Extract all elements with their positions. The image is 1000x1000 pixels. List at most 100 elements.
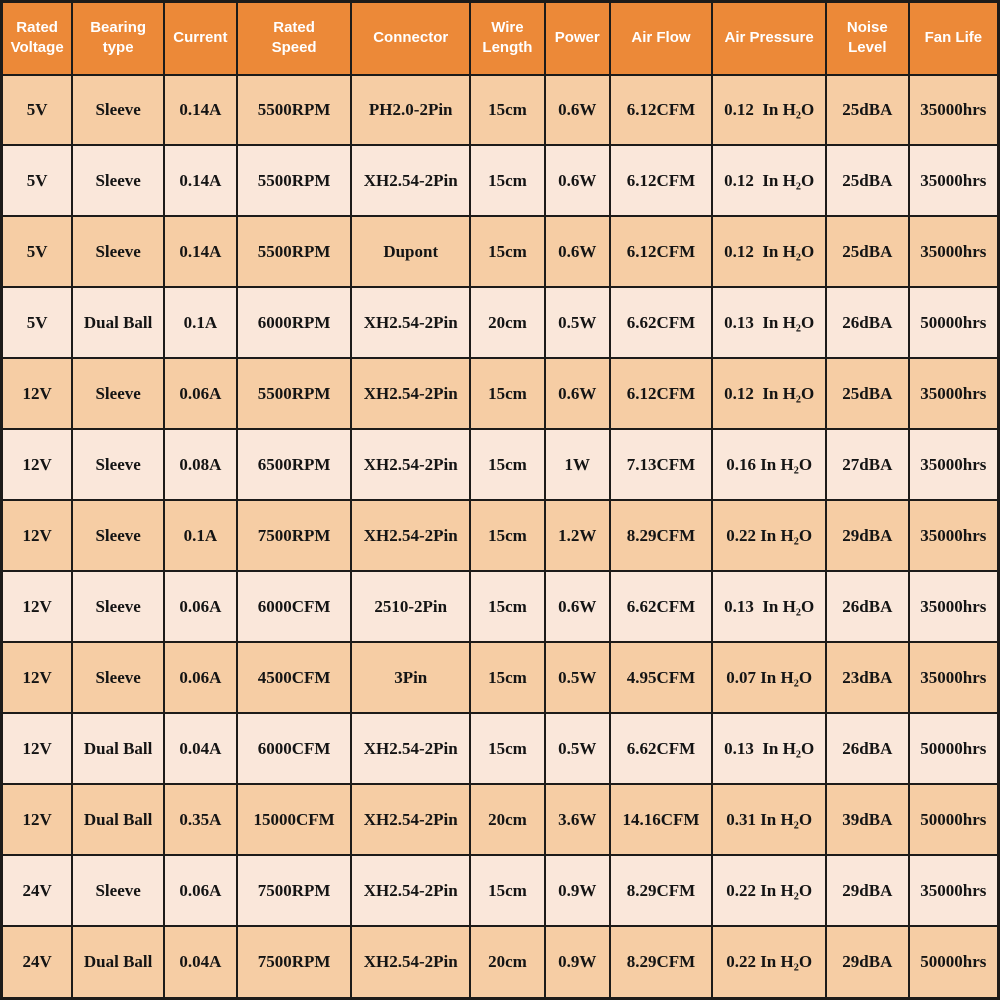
cell-current: 0.14A — [163, 73, 238, 147]
cell-rated-speed: 5500RPM — [235, 215, 353, 289]
cell-power: 0.6W — [543, 144, 611, 218]
cell-air-pressure: 0.07 In H₂O — [711, 641, 827, 715]
column-header-power: Power — [543, 0, 611, 76]
cell-noise-level: 29dBA — [824, 854, 910, 928]
cell-noise-level: 25dBA — [824, 215, 910, 289]
cell-wire-length: 15cm — [469, 712, 546, 786]
cell-rated-speed: 7500RPM — [235, 499, 353, 573]
cell-rated-voltage: 24V — [0, 854, 74, 928]
column-header-rated-voltage: Rated Voltage — [0, 0, 74, 76]
cell-rated-speed: 6000RPM — [235, 286, 353, 360]
cell-bearing-type: Sleeve — [71, 73, 165, 147]
cell-bearing-type: Dual Ball — [71, 712, 165, 786]
cell-rated-speed: 5500RPM — [235, 144, 353, 218]
cell-air-pressure: 0.12 In H₂O — [711, 357, 827, 431]
cell-wire-length: 15cm — [469, 428, 546, 502]
cell-noise-level: 29dBA — [824, 925, 910, 1000]
cell-noise-level: 25dBA — [824, 144, 910, 218]
cell-air-flow: 6.12CFM — [608, 215, 714, 289]
table-row: 12V Sleeve 0.06A 5500RPM XH2.54-2Pin 15cm 0.6W… — [0, 357, 1000, 431]
cell-air-pressure: 0.13 In H₂O — [711, 286, 827, 360]
cell-fan-life: 50000hrs — [907, 783, 1000, 857]
cell-power: 0.9W — [543, 854, 611, 928]
cell-air-pressure: 0.31 In H₂O — [711, 783, 827, 857]
column-header-noise-level: Noise Level — [824, 0, 910, 76]
cell-air-flow: 7.13CFM — [608, 428, 714, 502]
cell-fan-life: 50000hrs — [907, 712, 1000, 786]
cell-connector: XH2.54-2Pin — [350, 783, 472, 857]
cell-noise-level: 26dBA — [824, 286, 910, 360]
cell-bearing-type: Sleeve — [71, 641, 165, 715]
table-row: 12V Sleeve 0.1A 7500RPM XH2.54-2Pin 15cm 1.2W 8… — [0, 499, 1000, 573]
cell-rated-voltage: 24V — [0, 925, 74, 1000]
cell-rated-voltage: 12V — [0, 570, 74, 644]
cell-noise-level: 29dBA — [824, 499, 910, 573]
cell-fan-life: 35000hrs — [907, 357, 1000, 431]
cell-air-pressure: 0.12 In H₂O — [711, 73, 827, 147]
cell-current: 0.04A — [163, 925, 238, 1000]
cell-rated-voltage: 12V — [0, 783, 74, 857]
cell-connector: XH2.54-2Pin — [350, 144, 472, 218]
table-row: 12V Sleeve 0.06A 6000CFM 2510-2Pin 15cm 0.6W 6.… — [0, 570, 1000, 644]
cell-connector: 3Pin — [350, 641, 472, 715]
cell-air-flow: 8.29CFM — [608, 499, 714, 573]
cell-rated-voltage: 5V — [0, 215, 74, 289]
cell-fan-life: 35000hrs — [907, 570, 1000, 644]
column-header-air-flow: Air Flow — [608, 0, 714, 76]
cell-current: 0.04A — [163, 712, 238, 786]
cell-bearing-type: Sleeve — [71, 499, 165, 573]
cell-bearing-type: Sleeve — [71, 570, 165, 644]
cell-power: 0.6W — [543, 570, 611, 644]
cell-wire-length: 15cm — [469, 499, 546, 573]
header-row: Rated Voltage Bearing type Current Rated Sp… — [0, 0, 1000, 76]
cell-connector: XH2.54-2Pin — [350, 428, 472, 502]
cell-connector: XH2.54-2Pin — [350, 925, 472, 1000]
column-header-connector: Connector — [350, 0, 472, 76]
cell-rated-voltage: 12V — [0, 712, 74, 786]
cell-bearing-type: Dual Ball — [71, 286, 165, 360]
cell-noise-level: 26dBA — [824, 570, 910, 644]
cell-rated-voltage: 5V — [0, 286, 74, 360]
cell-connector: XH2.54-2Pin — [350, 499, 472, 573]
cell-connector: XH2.54-2Pin — [350, 357, 472, 431]
cell-power: 3.6W — [543, 783, 611, 857]
cell-air-pressure: 0.13 In H₂O — [711, 570, 827, 644]
cell-fan-life: 35000hrs — [907, 144, 1000, 218]
cell-fan-life: 35000hrs — [907, 641, 1000, 715]
cell-rated-voltage: 12V — [0, 499, 74, 573]
table-row: 12V Dual Ball 0.04A 6000CFM XH2.54-2Pin 15cm 0… — [0, 712, 1000, 786]
cell-rated-speed: 15000CFM — [235, 783, 353, 857]
cell-current: 0.06A — [163, 357, 238, 431]
cell-fan-life: 35000hrs — [907, 215, 1000, 289]
cell-air-pressure: 0.13 In H₂O — [711, 712, 827, 786]
cell-wire-length: 20cm — [469, 925, 546, 1000]
cell-air-pressure: 0.22 In H₂O — [711, 854, 827, 928]
cell-fan-life: 35000hrs — [907, 73, 1000, 147]
table-row: 12V Sleeve 0.06A 4500CFM 3Pin 15cm 0.5W 4.95CFM… — [0, 641, 1000, 715]
column-header-air-pressure: Air Pressure — [711, 0, 827, 76]
cell-power: 0.6W — [543, 73, 611, 147]
cell-noise-level: 26dBA — [824, 712, 910, 786]
cell-noise-level: 27dBA — [824, 428, 910, 502]
table-row: 12V Sleeve 0.08A 6500RPM XH2.54-2Pin 15cm 1W 7.… — [0, 428, 1000, 502]
cell-connector: Dupont — [350, 215, 472, 289]
cell-fan-life: 35000hrs — [907, 428, 1000, 502]
cell-air-pressure: 0.16 In H₂O — [711, 428, 827, 502]
cell-fan-life: 50000hrs — [907, 925, 1000, 1000]
cell-wire-length: 15cm — [469, 215, 546, 289]
cell-noise-level: 25dBA — [824, 357, 910, 431]
cell-bearing-type: Sleeve — [71, 357, 165, 431]
table-row: 24V Sleeve 0.06A 7500RPM XH2.54-2Pin 15cm 0.9W… — [0, 854, 1000, 928]
cell-air-flow: 8.29CFM — [608, 925, 714, 1000]
cell-rated-speed: 5500RPM — [235, 73, 353, 147]
table-row: 5V Sleeve 0.14A 5500RPM PH2.0-2Pin 15cm 0.6W 6.… — [0, 73, 1000, 147]
cell-current: 0.06A — [163, 641, 238, 715]
cell-air-flow: 6.12CFM — [608, 144, 714, 218]
cell-wire-length: 15cm — [469, 357, 546, 431]
cell-wire-length: 20cm — [469, 286, 546, 360]
cell-air-pressure: 0.12 In H₂O — [711, 144, 827, 218]
cell-current: 0.08A — [163, 428, 238, 502]
cell-noise-level: 25dBA — [824, 73, 910, 147]
cell-connector: XH2.54-2Pin — [350, 854, 472, 928]
column-header-wire-length: Wire Length — [469, 0, 546, 76]
